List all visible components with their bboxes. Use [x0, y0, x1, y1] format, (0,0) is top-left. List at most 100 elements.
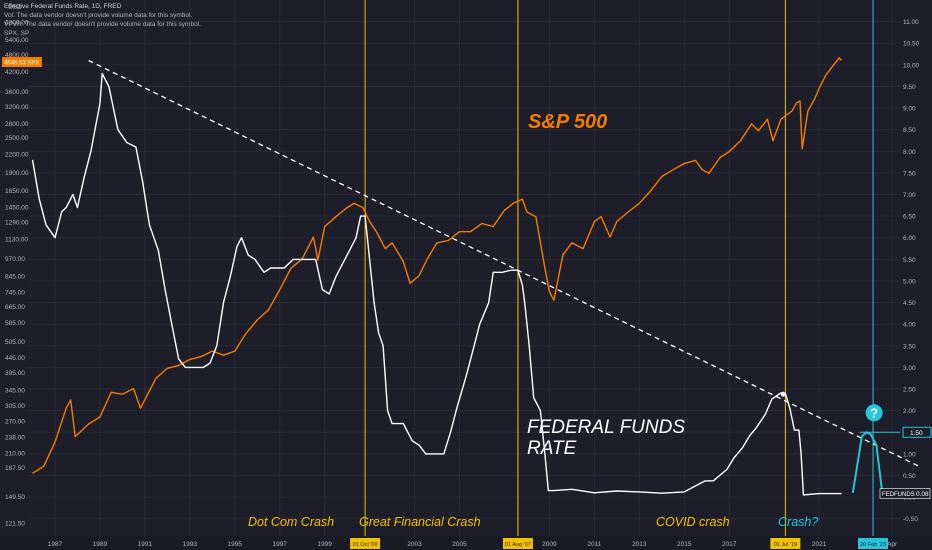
right-axis-tick-label: 7.00: [903, 192, 916, 199]
left-axis-tick-label: 121.50: [5, 520, 25, 527]
left-axis-tick-label: 2500.00: [5, 135, 29, 142]
x-axis-tick-label: 1991: [138, 541, 153, 548]
symbol-label: SPX, SP: [4, 30, 30, 37]
volume-note: Vol: The data vendor doesn't provide vol…: [4, 12, 193, 19]
right-axis-tick-label: 10.50: [903, 41, 920, 48]
x-axis-tick-label: 2013: [632, 541, 647, 548]
left-axis-tick-label: 270.00: [5, 419, 25, 426]
x-axis-tick-label: 2021: [812, 541, 827, 548]
right-axis-tick-label: 2.50: [903, 387, 916, 394]
right-axis-tick-label: 2.00: [903, 408, 916, 415]
left-axis-tick-label: 1900.00: [5, 170, 29, 177]
right-axis-tick-label: 4.50: [903, 300, 916, 307]
left-axis-tick-label: 665.00: [5, 304, 25, 311]
right-axis-tick-label: 3.00: [903, 365, 916, 372]
right-axis-tick-label: 6.50: [903, 214, 916, 221]
right-axis-tick-label: -0.50: [903, 516, 918, 523]
question-mark-icon: [865, 404, 883, 422]
event-caption: Great Financial Crash: [359, 515, 481, 529]
left-axis-tick-label: 305.00: [5, 403, 25, 410]
right-axis-tick-label: 5.00: [903, 278, 916, 285]
x-axis-tick-label: Apr: [887, 541, 898, 548]
x-axis-tick-label: 2017: [722, 541, 737, 548]
x-axis-tick-label: 2015: [677, 541, 692, 548]
event-date-tag: [858, 538, 889, 549]
left-axis-tick-label: 845.00: [5, 273, 25, 280]
fedfunds-annotation-line1: FEDERAL FUNDS: [527, 417, 685, 438]
left-axis-tick-label: 445.00: [5, 355, 25, 362]
x-axis-tick-label: 1999: [317, 541, 332, 548]
right-axis-tick-label: 0.50: [903, 473, 916, 480]
x-axis-tick-label: 2003: [407, 541, 422, 548]
left-axis-tick-label: 585.00: [5, 320, 25, 327]
event-caption: Crash?: [778, 515, 818, 529]
x-axis-tick-label: 2009: [542, 541, 557, 548]
right-axis-tick-label: 11.00: [903, 19, 919, 26]
question-mark-text: ?: [870, 405, 878, 420]
event-date-tag-text: 20 Feb '23: [860, 542, 886, 548]
right-axis-tick-label: 9.50: [903, 84, 916, 91]
left-axis-tick-label: 4800.00: [5, 52, 29, 59]
left-axis-tick-label: 1450.00: [5, 205, 29, 212]
left-axis-tick-label: 745.00: [5, 289, 25, 296]
left-axis-tick-label: 2800.00: [5, 121, 29, 128]
left-axis-tick-label: 6200.00: [5, 20, 29, 27]
fedfunds-tag-name: FEDFUNDS: [882, 492, 915, 498]
event-caption: Dot Com Crash: [248, 515, 334, 529]
fedfunds-tag-value: 0.08: [916, 491, 929, 498]
event-date-tag: [770, 538, 801, 549]
projection-level-tag-text: 1.50: [910, 430, 923, 437]
left-axis-tick-label: 2200.00: [5, 151, 29, 158]
right-axis-tick-label: 8.50: [903, 127, 916, 134]
x-axis-tick-label: 1987: [48, 541, 63, 548]
left-axis-tick-label: 970.00: [5, 256, 25, 263]
x-axis-tick-label: 2005: [452, 541, 467, 548]
event-date-tag-text: 01 Aug '07: [505, 542, 531, 548]
left-axis-tick-label: 3200.00: [5, 104, 29, 111]
left-axis-tick-label: 1290.00: [5, 219, 29, 226]
trendline: [88, 59, 921, 468]
fedfunds-annotation-line2: RATE: [527, 438, 577, 459]
left-axis-tick-label: 3600.00: [5, 89, 29, 96]
fedfunds-tag: [879, 488, 931, 499]
left-axis-tick-label: 505.00: [5, 339, 25, 346]
event-date-tag-text: 01 Jul '19: [774, 542, 797, 548]
x-axis-strip: [0, 536, 932, 550]
spx-price-tag-text: 4546.53 SPX: [4, 61, 39, 67]
x-axis-tick-label: 1993: [183, 541, 198, 548]
left-axis-tick-label: 149.50: [5, 494, 25, 501]
right-axis-tick-label: 1.00: [903, 451, 916, 458]
event-date-tag: [350, 538, 381, 549]
event-date-tag: [502, 538, 533, 549]
trend-peak-point: [780, 391, 786, 397]
left-axis-tick-label: 5400.00: [5, 37, 29, 44]
left-axis-tick-label: 1650.00: [5, 188, 29, 195]
left-axis-tick-label: 187.50: [5, 465, 25, 472]
right-axis-tick-label: 6.00: [903, 235, 916, 242]
x-axis-tick-label: 1995: [228, 541, 243, 548]
left-axis-tick-label: 345.00: [5, 387, 25, 394]
left-axis-tick-label: 210.00: [5, 451, 25, 458]
x-axis-tick-label: 2011: [587, 541, 601, 548]
sp500-series-line[interactable]: [32, 57, 843, 474]
spx-price-tag: [2, 57, 42, 68]
fedfunds-series-line[interactable]: [31, 72, 842, 496]
right-axis-tick-label: 7.50: [903, 170, 916, 177]
event-date-tag-text: 01 Oct '00: [353, 542, 378, 548]
x-axis-tick-label: 1997: [272, 541, 287, 548]
right-axis-tick-label: 3.50: [903, 343, 916, 350]
x-axis-tick-label: 1989: [93, 541, 108, 548]
event-caption: COVID crash: [656, 515, 730, 529]
right-axis-tick-label: 8.00: [903, 149, 916, 156]
left-axis-tick-label: 1130.00: [5, 236, 28, 243]
left-axis-tick-label: 238.00: [5, 435, 25, 442]
right-axis-tick-label: 10.00: [903, 62, 920, 69]
projection-level-tag: [902, 426, 932, 438]
right-axis-tick-label: 5.50: [903, 257, 916, 264]
chart-title: Effective Federal Funds Rate, 1D, FRED: [4, 3, 122, 10]
right-axis-tick-label: 4.00: [903, 322, 916, 329]
right-axis-tick-label: 9.00: [903, 106, 916, 113]
sp500-annotation: S&P 500: [528, 111, 607, 133]
